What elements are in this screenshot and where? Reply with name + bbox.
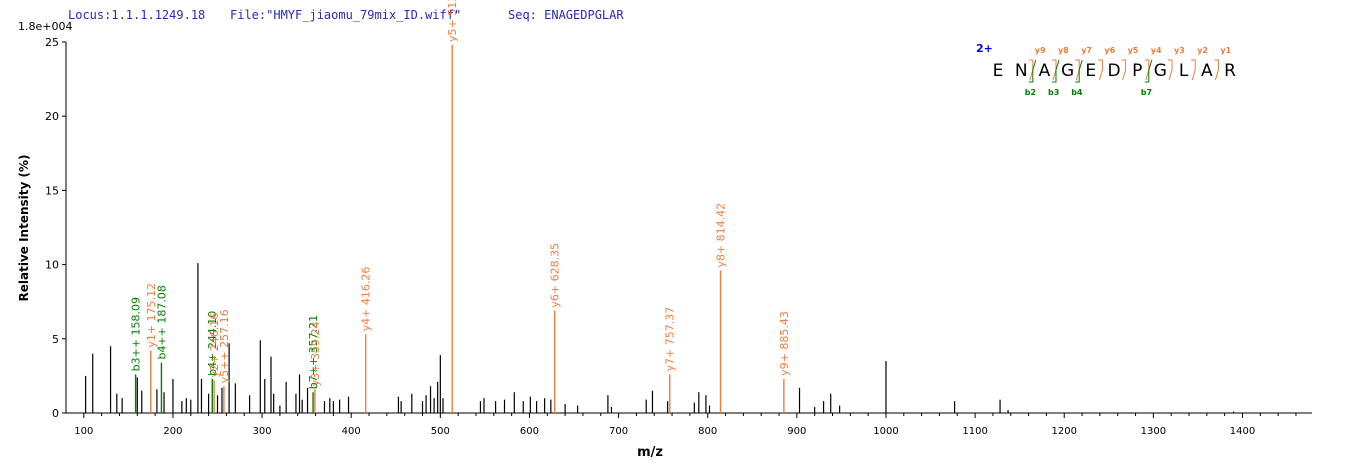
x-tick-label: 1400 bbox=[1230, 426, 1255, 437]
peak-label: y7+ 757.37 bbox=[664, 307, 677, 372]
b-bracket bbox=[1028, 59, 1037, 83]
peak-label: y8+ 814.42 bbox=[715, 203, 728, 268]
peak-label: b3++ 158.09 bbox=[130, 297, 143, 371]
b-ion: b7 bbox=[1141, 88, 1152, 97]
b-ion: b3 bbox=[1048, 88, 1059, 97]
y-tick-label: 0 bbox=[52, 407, 59, 420]
residue: E bbox=[1085, 61, 1096, 81]
x-axis-label: m/z bbox=[637, 445, 663, 460]
y-ion: y9 bbox=[1035, 46, 1046, 55]
residue: G bbox=[1154, 61, 1167, 81]
y-tick-label: 20 bbox=[45, 110, 59, 123]
locus: Locus:1.1.1.1249.18 bbox=[68, 8, 205, 22]
residue: A bbox=[1039, 61, 1051, 81]
peak-label: y1+ 175.12 bbox=[145, 283, 158, 348]
y-bracket bbox=[1168, 59, 1173, 81]
peak-label: y5++ 257.16 bbox=[218, 309, 231, 383]
y-bracket bbox=[1098, 59, 1103, 81]
scale-label: 1.8e+004 bbox=[18, 20, 72, 33]
residue: G bbox=[1061, 61, 1074, 81]
peak-label: y2+ 246.16 bbox=[208, 313, 221, 378]
y-bracket bbox=[1075, 59, 1080, 81]
x-tick-label: 700 bbox=[609, 426, 628, 437]
b-ion: b4 bbox=[1071, 88, 1083, 97]
y-bracket bbox=[1144, 59, 1150, 81]
x-tick-label: 900 bbox=[787, 426, 806, 437]
y-ion: y2 bbox=[1197, 46, 1208, 55]
residue: R bbox=[1224, 61, 1236, 81]
x-tick-label: 300 bbox=[253, 426, 272, 437]
x-tick-label: 800 bbox=[698, 426, 717, 437]
peak-label: y6+ 628.35 bbox=[549, 243, 562, 308]
residue: P bbox=[1132, 61, 1142, 81]
residue: A bbox=[1201, 61, 1213, 81]
peak-label: b7++ 357.21 bbox=[307, 315, 320, 389]
b-bracket bbox=[1144, 59, 1153, 83]
y-tick-label: 10 bbox=[45, 259, 59, 272]
b-ion: b2 bbox=[1025, 88, 1036, 97]
b-bracket bbox=[1052, 59, 1060, 83]
x-tick-label: 1300 bbox=[1141, 426, 1166, 437]
y-bracket bbox=[1028, 59, 1034, 81]
x-tick-label: 100 bbox=[74, 426, 93, 437]
charge: 2+ bbox=[976, 42, 993, 55]
peak-label: b4++ 187.08 bbox=[155, 285, 168, 359]
peak-label: b4+ 244.10 bbox=[206, 311, 219, 376]
y-ion: y6 bbox=[1104, 46, 1115, 55]
x-tick-label: 1200 bbox=[1051, 426, 1076, 437]
peak-label: y3+ 359.24 bbox=[309, 322, 322, 387]
y-ion: y4 bbox=[1151, 46, 1162, 55]
residue: D bbox=[1107, 61, 1120, 81]
x-tick-label: 500 bbox=[431, 426, 450, 437]
y-bracket bbox=[1052, 59, 1057, 81]
x-tick-label: 600 bbox=[520, 426, 539, 437]
residue: N bbox=[1015, 61, 1028, 81]
y-ion: y3 bbox=[1174, 46, 1185, 55]
residue: L bbox=[1179, 61, 1189, 81]
y-tick-label: 15 bbox=[45, 184, 59, 197]
peak-label: y5+ 513.3 bbox=[446, 0, 459, 42]
y-ion: y5 bbox=[1128, 46, 1139, 55]
b-bracket bbox=[1075, 59, 1083, 83]
file: File:"HMYF_jiaomu_79mix_ID.wiff" bbox=[230, 8, 461, 22]
x-tick-label: 400 bbox=[342, 426, 361, 437]
x-tick-label: 1100 bbox=[962, 426, 987, 437]
residue: E bbox=[993, 61, 1004, 81]
y-bracket bbox=[1121, 59, 1127, 81]
y-ion: y1 bbox=[1220, 46, 1231, 55]
peak-label: y9+ 885.43 bbox=[778, 311, 791, 376]
y-ion: y7 bbox=[1081, 46, 1092, 55]
y-bracket bbox=[1214, 59, 1219, 81]
y-ion: y8 bbox=[1058, 46, 1069, 55]
y-tick-label: 5 bbox=[52, 333, 59, 346]
y-tick-label: 25 bbox=[45, 36, 59, 49]
sequence-header: Seq: ENAGEDPGLAR bbox=[508, 8, 624, 22]
x-tick-label: 1000 bbox=[873, 426, 898, 437]
x-tick-label: 200 bbox=[163, 426, 182, 437]
y-bracket bbox=[1191, 59, 1196, 81]
y-axis-label: Relative Intensity (%) bbox=[17, 155, 31, 302]
peak-label: y4+ 416.26 bbox=[360, 267, 373, 332]
